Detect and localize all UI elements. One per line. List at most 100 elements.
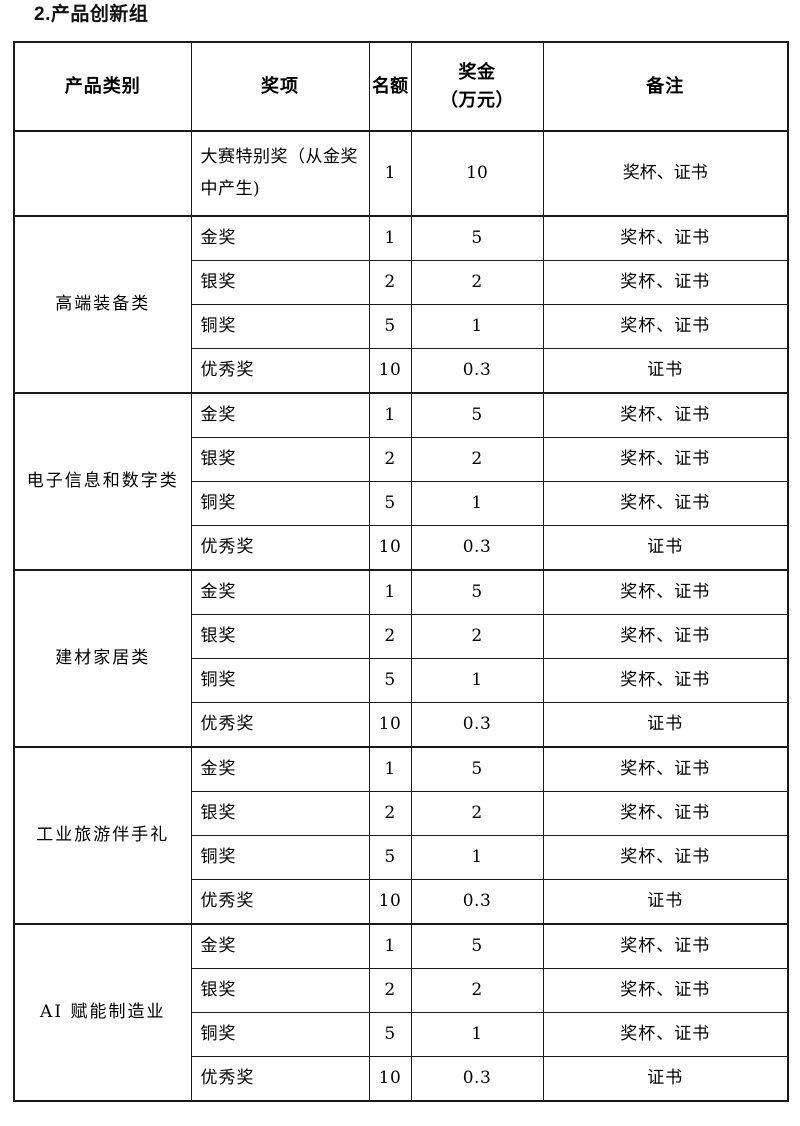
cell-quota: 2	[368, 260, 412, 305]
cell-award: 金奖	[190, 215, 370, 261]
cell-category: 高端装备类	[13, 215, 192, 394]
cell-award: 铜奖	[190, 1012, 370, 1057]
cell-remark: 证书	[542, 525, 789, 571]
cell-quota: 5	[368, 835, 412, 880]
cell-remark: 证书	[542, 1056, 789, 1102]
table-row: 优秀奖 10 0.3 证书	[14, 702, 789, 748]
cell-award: 大赛特别奖（从金奖中产生)	[190, 130, 370, 217]
table-row: 电子信息和数字类 金奖 1 5 奖杯、证书	[13, 392, 789, 571]
cell-quota: 10	[368, 702, 412, 748]
column-header-remark: 备注	[542, 41, 789, 132]
cell-quota: 2	[368, 437, 412, 482]
cell-category: 工业旅游伴手礼	[13, 746, 192, 925]
cell-prize: 1	[410, 481, 544, 526]
cell-award: 优秀奖	[190, 702, 370, 748]
cell-prize: 0.3	[410, 702, 544, 748]
cell-award: 金奖	[190, 569, 370, 615]
cell-quota: 10	[368, 1056, 412, 1102]
column-header-prize-line2: （万元）	[440, 89, 514, 111]
table-row: 优秀奖 10 0.3 证书	[14, 879, 789, 925]
column-header-category: 产品类别	[13, 41, 192, 132]
cell-quota: 2	[368, 968, 412, 1013]
cell-prize: 5	[410, 746, 544, 792]
cell-award: 银奖	[190, 791, 370, 836]
table-row: 工业旅游伴手礼 金奖 1 5 奖杯、证书	[13, 746, 789, 925]
cell-quota: 5	[368, 1012, 412, 1057]
cell-remark: 奖杯、证书	[542, 569, 789, 615]
cell-remark: 奖杯、证书	[542, 304, 789, 349]
award-table-container: 产品类别 奖项 名额 奖金 （万元） 备注 大赛特别奖（从金奖中产生) 1 10 奖杯…	[13, 41, 789, 1102]
cell-remark: 奖杯、证书	[542, 130, 789, 217]
table-row: 银奖 2 2 奖杯、证书	[14, 791, 789, 836]
cell-quota: 1	[368, 923, 412, 969]
cell-prize: 2	[410, 791, 544, 836]
cell-award: 铜奖	[190, 658, 370, 703]
cell-quota: 5	[368, 304, 412, 349]
cell-remark: 奖杯、证书	[542, 791, 789, 836]
cell-quota: 1	[368, 746, 412, 792]
cell-award: 金奖	[190, 923, 370, 969]
cell-award: 优秀奖	[190, 525, 370, 571]
table-row: 银奖 2 2 奖杯、证书	[14, 614, 789, 659]
cell-prize: 2	[410, 614, 544, 659]
cell-remark: 奖杯、证书	[542, 481, 789, 526]
cell-award: 金奖	[190, 746, 370, 792]
cell-remark: 证书	[542, 879, 789, 925]
cell-remark: 证书	[542, 702, 789, 748]
table-header-row: 产品类别 奖项 名额 奖金 （万元） 备注	[13, 41, 789, 132]
cell-award: 银奖	[190, 968, 370, 1013]
page-title: 2.产品创新组	[34, 4, 149, 25]
cell-category	[13, 130, 192, 217]
table-body: 大赛特别奖（从金奖中产生) 1 10 奖杯、证书 高端装备类 金奖 1 5 奖杯、证书 银奖 2 2 奖…	[13, 130, 789, 1102]
column-header-quota: 名额	[368, 41, 412, 132]
cell-remark: 奖杯、证书	[542, 437, 789, 482]
cell-prize: 5	[410, 569, 544, 615]
column-header-award: 奖项	[190, 41, 370, 132]
table-row: 高端装备类 金奖 1 5 奖杯、证书	[13, 215, 789, 394]
cell-award: 铜奖	[190, 835, 370, 880]
cell-prize: 5	[410, 392, 544, 438]
table-header: 产品类别 奖项 名额 奖金 （万元） 备注	[13, 41, 789, 132]
cell-quota: 2	[368, 614, 412, 659]
cell-prize: 0.3	[410, 348, 544, 394]
cell-remark: 奖杯、证书	[542, 968, 789, 1013]
table-row: 银奖 2 2 奖杯、证书	[14, 260, 789, 305]
cell-remark: 奖杯、证书	[542, 392, 789, 438]
cell-award: 铜奖	[190, 304, 370, 349]
cell-prize: 0.3	[410, 879, 544, 925]
cell-prize: 1	[410, 304, 544, 349]
cell-award: 银奖	[190, 437, 370, 482]
cell-remark: 奖杯、证书	[542, 746, 789, 792]
table-row: 建材家居类 金奖 1 5 奖杯、证书	[13, 569, 789, 748]
cell-award: 银奖	[190, 260, 370, 305]
cell-category: AI 赋能制造业	[13, 923, 192, 1102]
cell-remark: 奖杯、证书	[542, 835, 789, 880]
cell-quota: 10	[368, 525, 412, 571]
cell-quota: 1	[368, 130, 412, 217]
column-header-prize: 奖金 （万元）	[410, 41, 544, 132]
cell-award: 银奖	[190, 614, 370, 659]
table-row: 优秀奖 10 0.3 证书	[14, 348, 789, 394]
cell-award: 优秀奖	[190, 879, 370, 925]
cell-quota: 10	[368, 879, 412, 925]
table-row: 优秀奖 10 0.3 证书	[14, 525, 789, 571]
table-row: 银奖 2 2 奖杯、证书	[14, 968, 789, 1013]
cell-remark: 奖杯、证书	[542, 260, 789, 305]
award-table: 产品类别 奖项 名额 奖金 （万元） 备注 大赛特别奖（从金奖中产生) 1 10 奖杯…	[13, 41, 789, 1102]
cell-prize: 10	[410, 130, 544, 217]
cell-quota: 2	[368, 791, 412, 836]
cell-quota: 5	[368, 481, 412, 526]
cell-category: 电子信息和数字类	[13, 392, 192, 571]
cell-quota: 10	[368, 348, 412, 394]
cell-remark: 证书	[542, 348, 789, 394]
table-row: 优秀奖 10 0.3 证书	[14, 1056, 789, 1102]
cell-remark: 奖杯、证书	[542, 1012, 789, 1057]
table-row: 铜奖 5 1 奖杯、证书	[14, 304, 789, 349]
cell-remark: 奖杯、证书	[542, 614, 789, 659]
cell-remark: 奖杯、证书	[542, 215, 789, 261]
cell-prize: 2	[410, 968, 544, 1013]
table-row-special: 大赛特别奖（从金奖中产生) 1 10 奖杯、证书	[13, 130, 789, 217]
cell-prize: 0.3	[410, 1056, 544, 1102]
cell-remark: 奖杯、证书	[542, 923, 789, 969]
cell-remark: 奖杯、证书	[542, 658, 789, 703]
